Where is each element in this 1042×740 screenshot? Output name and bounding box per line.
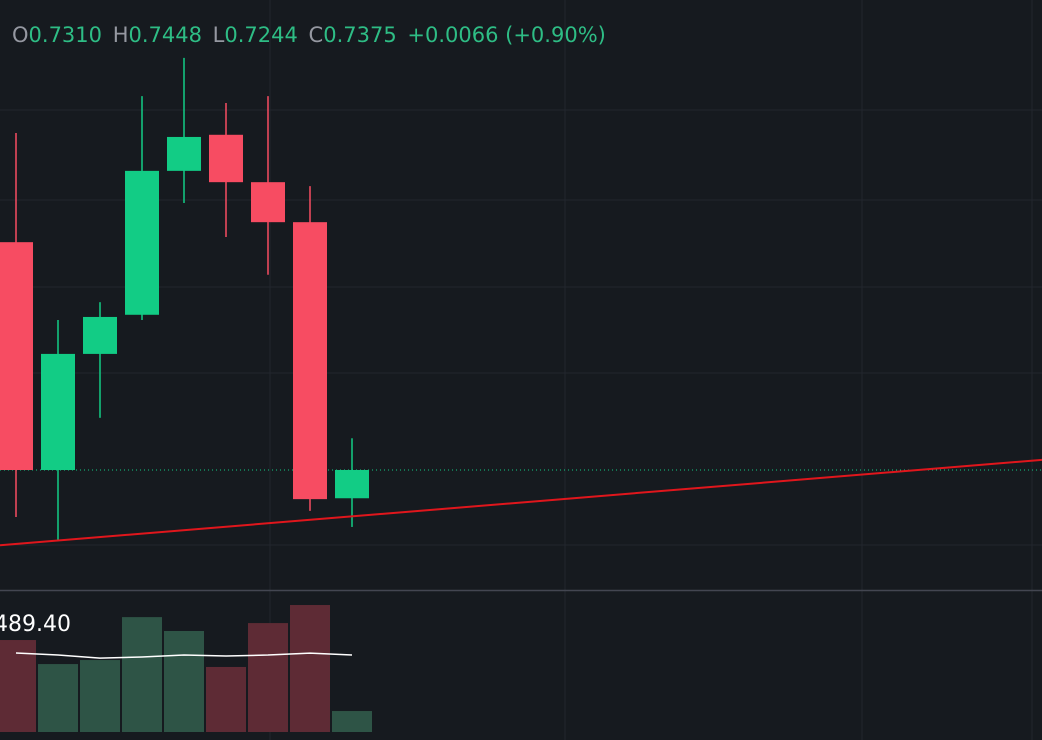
volume-bar [122,617,162,732]
volume-bar [290,605,330,732]
candle-body [83,316,117,354]
candle-body [125,170,159,315]
volume-bar [80,660,120,732]
legend-value: 0.7375 [323,23,396,47]
volume-bar [248,623,288,732]
candle-body [41,353,75,470]
legend-value: 0.7310 [29,23,102,47]
legend-value: 0.7244 [224,23,297,47]
legend-value: 0.7448 [129,23,202,47]
volume-bar [0,640,36,732]
candle-body [0,242,33,470]
candle-body [335,470,369,499]
volume-bar [164,630,204,732]
trend-line [0,458,1042,547]
volume-bar [38,664,78,732]
marks [0,57,1042,732]
legend-label: C [309,23,324,47]
volume-ma [15,652,353,659]
change-label: +0.0066 (+0.90%) [407,23,605,47]
candle-body [293,222,327,500]
legend-label: O [12,23,29,47]
volume-label: 489.40 [0,612,71,637]
legend-label: L [213,23,225,47]
ohlc-header: O0.7310 H0.7448 L0.7244 C0.7375 +0.0066 … [12,23,606,47]
candle-body [251,182,285,223]
candle-body [209,134,243,183]
volume-bar [332,711,372,732]
volume-bar [206,666,246,732]
candle-body [167,136,201,171]
legend-label: H [113,23,129,47]
